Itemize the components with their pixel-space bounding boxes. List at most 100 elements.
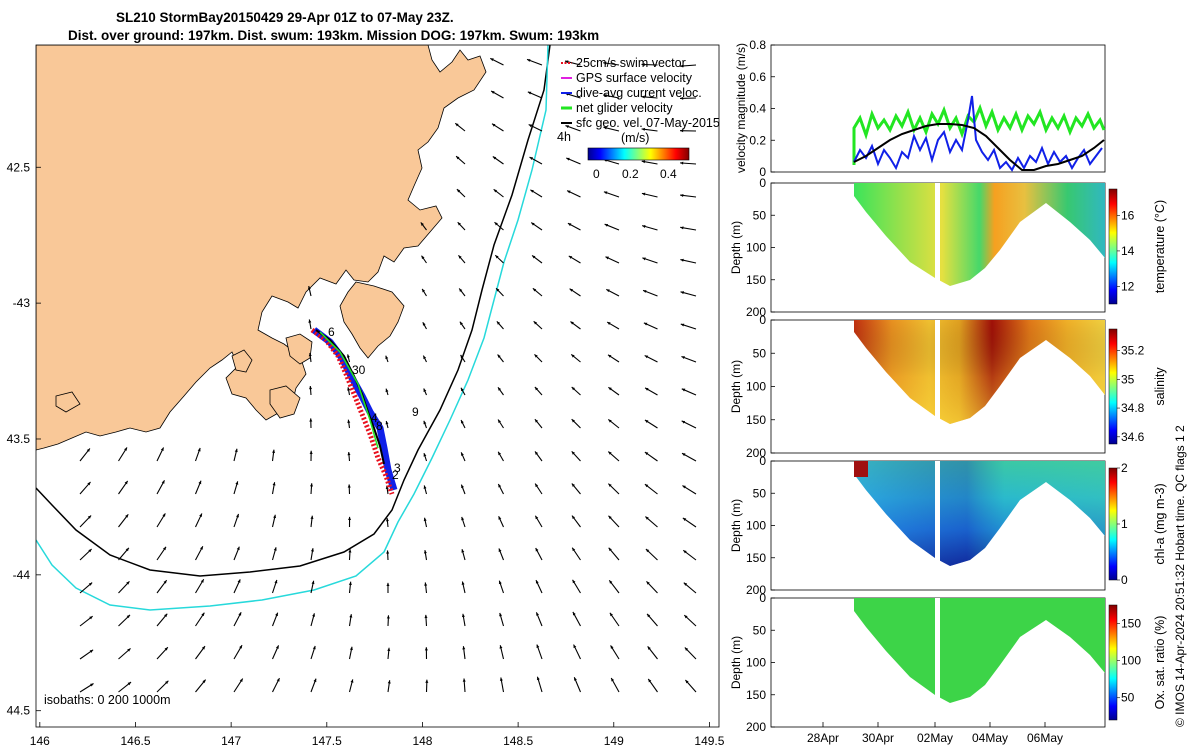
geo-arrow-head bbox=[461, 613, 465, 618]
colorbar-tick-label: 14 bbox=[1121, 244, 1135, 258]
x-tick-label: 04May bbox=[972, 731, 1008, 745]
geo-arrow-head bbox=[237, 579, 241, 583]
geo-arrow-head bbox=[88, 549, 92, 553]
map-x-tick-label: 146.5 bbox=[120, 734, 150, 748]
geo-arrow-head bbox=[239, 678, 243, 683]
y-tick-label: 100 bbox=[746, 241, 766, 255]
geo-arrow-head bbox=[423, 517, 427, 522]
oxygen-gap bbox=[935, 598, 940, 698]
map-y-tick-label: -43 bbox=[13, 296, 31, 310]
geo-arrow-head bbox=[273, 547, 277, 551]
y-tick-label: 200 bbox=[746, 583, 766, 597]
x-tick-label: 30Apr bbox=[862, 731, 894, 745]
y-tick-label: 100 bbox=[746, 656, 766, 670]
geo-arrow-head bbox=[311, 580, 315, 585]
geo-arrow-head bbox=[274, 579, 278, 584]
geo-arrow-head bbox=[682, 517, 687, 521]
colorbar-label: Ox. sat. ratio (%) bbox=[1153, 616, 1167, 710]
geo-arrow-head bbox=[608, 547, 612, 552]
geo-arrow-head bbox=[499, 612, 503, 617]
geo-arrow-head bbox=[235, 481, 239, 485]
geostrophic-velocity-arrows bbox=[79, 57, 697, 693]
geo-arrow-head bbox=[272, 449, 276, 453]
velocity-colorbar bbox=[587, 147, 690, 161]
chlorophyll-high-patch bbox=[854, 461, 868, 477]
geo-arrow-head bbox=[608, 515, 612, 520]
geo-arrow-head bbox=[87, 515, 92, 519]
map-frame bbox=[35, 44, 720, 728]
geo-arrow-head bbox=[127, 682, 132, 686]
geo-arrow-head bbox=[385, 420, 389, 425]
geo-arrow-head bbox=[126, 581, 130, 585]
geo-arrow-head bbox=[498, 580, 502, 585]
geo-arrow-head bbox=[348, 549, 352, 553]
geo-arrow-head bbox=[497, 387, 502, 391]
y-tick-label: 0 bbox=[759, 313, 766, 327]
geo-arrow-head bbox=[534, 387, 539, 391]
geo-arrow-head bbox=[239, 645, 243, 649]
geo-arrow-head bbox=[568, 255, 573, 259]
chlorophyll-panel: 0 50 100 150 200 Depth (m) bbox=[729, 454, 1106, 597]
geo-arrow-head bbox=[310, 483, 314, 487]
geo-arrow-head bbox=[608, 419, 612, 423]
geo-arrow-head bbox=[90, 683, 94, 687]
geo-arrow-head bbox=[422, 288, 426, 293]
y-tick-label: 200 bbox=[746, 446, 766, 460]
y-tick-label: 0.8 bbox=[749, 38, 766, 52]
geo-arrow-head bbox=[348, 581, 352, 586]
geo-arrow-head bbox=[162, 513, 166, 517]
velocity-colorbar-label: (m/s) bbox=[621, 131, 649, 145]
velocity-series-net bbox=[852, 103, 1106, 165]
map-x-tick-label: 146 bbox=[30, 734, 50, 748]
temperature-colorbar bbox=[1108, 188, 1118, 305]
chlorophyll-section-shade bbox=[854, 461, 1105, 566]
geo-arrow-head bbox=[163, 580, 167, 584]
geo-arrow-head bbox=[497, 354, 501, 358]
geo-arrow-head bbox=[605, 256, 609, 260]
chlorophyll-colorbar bbox=[1108, 467, 1118, 581]
geo-arrow-head bbox=[162, 546, 167, 551]
geo-arrow-head bbox=[124, 480, 128, 485]
geo-arrow-head bbox=[609, 612, 613, 617]
geo-arrow-head bbox=[567, 223, 572, 227]
geo-arrow-head bbox=[527, 91, 532, 95]
geo-arrow-head bbox=[530, 189, 534, 193]
geo-arrow-head bbox=[680, 161, 684, 165]
geo-arrow-head bbox=[680, 64, 684, 68]
y-tick-label: 150 bbox=[746, 413, 766, 427]
geo-arrow-head bbox=[420, 222, 424, 226]
geo-arrow-head bbox=[201, 646, 205, 650]
geo-arrow-head bbox=[308, 352, 312, 357]
geo-arrow-head bbox=[680, 226, 684, 230]
geo-arrow-head bbox=[566, 157, 570, 161]
geo-arrow-head bbox=[572, 579, 576, 584]
geo-arrow-head bbox=[238, 612, 242, 616]
y-tick-label: 150 bbox=[746, 551, 766, 565]
time-axis: 28Apr 30Apr 02May 04May 06May bbox=[807, 722, 1063, 745]
temperature-axis: 0 50 100 150 200 Depth (m) bbox=[729, 176, 775, 319]
map-x-tick-label: 148 bbox=[412, 734, 432, 748]
map-y-tick-label: -44 bbox=[13, 568, 31, 582]
geo-arrow-head bbox=[309, 450, 313, 454]
geo-arrow-head bbox=[126, 614, 131, 619]
colorbar-tick-label: 35 bbox=[1121, 372, 1135, 386]
track-label: 8 bbox=[376, 419, 383, 433]
track-label: 9 bbox=[412, 405, 419, 419]
geo-arrow-head bbox=[603, 94, 607, 98]
geo-arrow-head bbox=[680, 291, 684, 295]
y-tick-label: 50 bbox=[753, 346, 767, 360]
chlorophyll-axis: 0 50 100 150 200 Depth (m) bbox=[729, 454, 775, 597]
geo-arrow-head bbox=[536, 644, 540, 648]
salinity-axis: 0 50 100 150 200 Depth (m) bbox=[729, 313, 775, 460]
geo-arrow-head bbox=[349, 614, 353, 618]
geo-arrow-head bbox=[528, 124, 533, 128]
geo-arrow-head bbox=[350, 679, 354, 683]
geo-arrow-head bbox=[681, 356, 685, 360]
colorbar-tick-label: 50 bbox=[1121, 691, 1135, 705]
geo-arrow-head bbox=[641, 192, 646, 196]
geo-arrow-head bbox=[645, 516, 649, 520]
isobath-1000m bbox=[36, 45, 549, 611]
geo-arrow-head bbox=[462, 646, 466, 650]
land-island-4 bbox=[55, 391, 81, 413]
